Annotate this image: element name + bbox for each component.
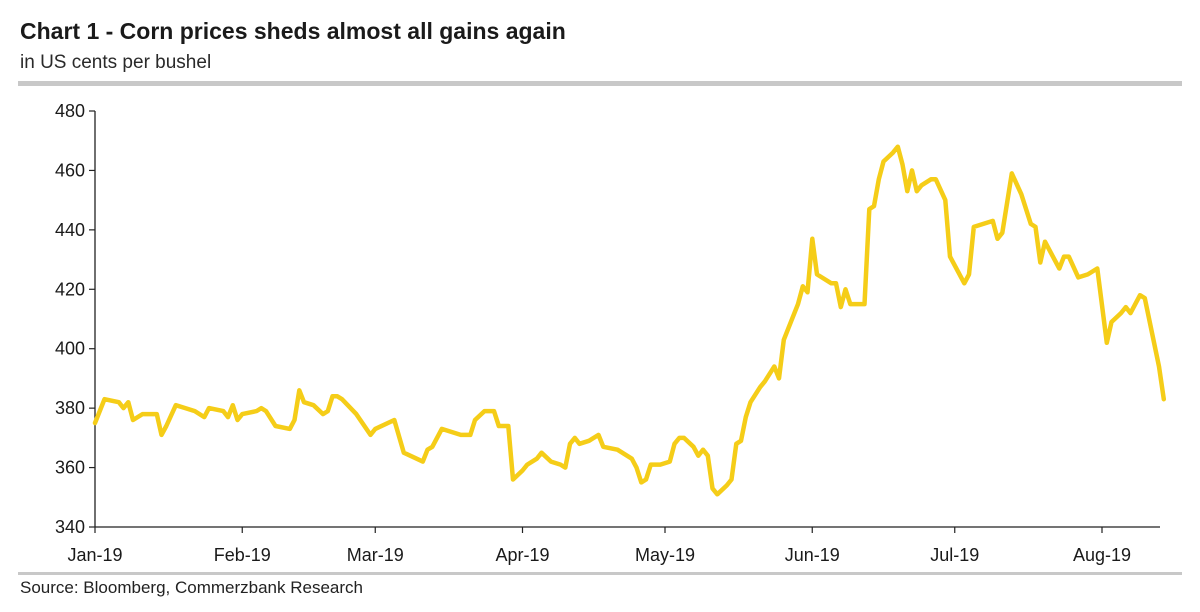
chart-title: Chart 1 - Corn prices sheds almost all g… <box>20 18 566 44</box>
source-note: Source: Bloomberg, Commerzbank Research <box>20 578 363 597</box>
x-tick-label: Jan-19 <box>67 545 122 565</box>
y-tick-label: 420 <box>55 279 85 299</box>
chart-subtitle: in US cents per bushel <box>20 52 212 73</box>
x-tick-label: Aug-19 <box>1073 545 1131 565</box>
top-divider <box>18 81 1182 86</box>
x-tick-label: Apr-19 <box>495 545 549 565</box>
y-tick-label: 480 <box>55 101 85 121</box>
x-tick-label: Feb-19 <box>214 545 271 565</box>
y-tick-label: 380 <box>55 398 85 418</box>
y-tick-label: 440 <box>55 220 85 240</box>
x-tick-label: Mar-19 <box>347 545 404 565</box>
bottom-divider <box>18 572 1182 575</box>
y-tick-label: 340 <box>55 517 85 537</box>
x-tick-label: Jul-19 <box>930 545 979 565</box>
x-tick-label: May-19 <box>635 545 695 565</box>
x-tick-label: Jun-19 <box>785 545 840 565</box>
y-tick-label: 360 <box>55 458 85 478</box>
y-tick-label: 400 <box>55 339 85 359</box>
corn-price-line <box>92 144 1167 497</box>
y-tick-label: 460 <box>55 160 85 180</box>
